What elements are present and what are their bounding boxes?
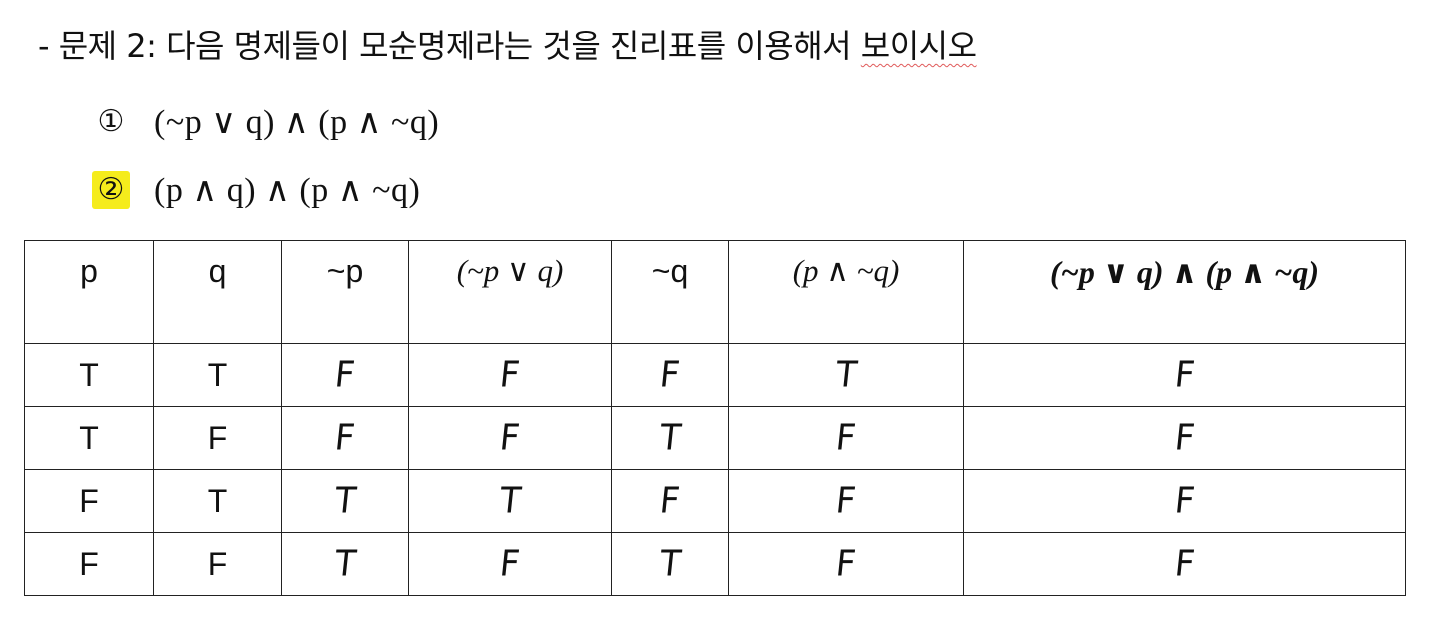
table-row: F T T T F F F (24, 469, 1406, 533)
handwritten-value: T (657, 417, 683, 459)
handwritten-value: T (657, 543, 683, 585)
handwritten-value: T (833, 354, 859, 396)
handwritten-cell: F (963, 469, 1406, 533)
handwritten-value: F (658, 480, 682, 522)
handwritten-value: F (1172, 354, 1197, 396)
table-cell: F (24, 469, 154, 533)
proposition-item-1: ① (~p ∨ q) ∧ (p ∧ ~q) (92, 100, 439, 144)
problem-title: - 문제 2: 다음 명제들이 모순명제라는 것을 진리표를 이용해서 보이시오 (38, 22, 977, 70)
handwritten-value: F (1172, 480, 1197, 522)
table-cell: F (153, 532, 282, 596)
handwritten-cell: F (408, 406, 612, 470)
handwritten-cell: F (611, 469, 729, 533)
header-not-p: ~p (281, 240, 409, 344)
handwritten-cell: F (281, 406, 409, 470)
handwritten-cell: F (611, 343, 729, 407)
handwritten-cell: F (728, 532, 964, 596)
handwritten-cell: F (408, 532, 612, 596)
handwritten-value: F (498, 417, 522, 459)
table-cell: T (153, 469, 282, 533)
item-formula-2: (p ∧ q) ∧ (p ∧ ~q) (154, 172, 421, 209)
proposition-item-2: ② (p ∧ q) ∧ (p ∧ ~q) (92, 168, 420, 212)
header-p-and-not-q: (p ∧ ~q) (728, 240, 964, 344)
handwritten-cell: F (963, 406, 1406, 470)
truth-table-header-row: p q ~p (~p ∨ q) ~q (p ∧ ~q) (~p ∨ q) ∧ (… (24, 240, 1406, 344)
header-p: p (24, 240, 154, 344)
problem-title-main: - 문제 2: 다음 명제들이 모순명제라는 것을 진리표를 이용해서 (38, 27, 861, 65)
item-number-1: ① (97, 104, 125, 139)
table-row: T F F F T F F (24, 406, 1406, 470)
item-number-2-highlighted: ② (92, 171, 130, 209)
handwritten-cell: T (281, 532, 409, 596)
header-not-p-or-q: (~p ∨ q) (408, 240, 612, 344)
handwritten-value: F (1172, 417, 1197, 459)
handwritten-value: T (497, 480, 523, 522)
handwritten-value: T (332, 480, 358, 522)
truth-table: p q ~p (~p ∨ q) ~q (p ∧ ~q) (~p ∨ q) ∧ (… (24, 240, 1406, 596)
handwritten-value: F (658, 354, 682, 396)
handwritten-cell: T (728, 343, 964, 407)
header-q: q (153, 240, 282, 344)
handwritten-cell: F (728, 469, 964, 533)
table-cell: T (24, 343, 154, 407)
handwritten-cell: F (728, 406, 964, 470)
handwritten-value: F (834, 543, 858, 585)
table-cell: F (24, 532, 154, 596)
handwritten-cell: T (408, 469, 612, 533)
table-cell: T (24, 406, 154, 470)
item-formula-1: (~p ∨ q) ∧ (p ∧ ~q) (154, 104, 440, 141)
table-cell: T (153, 343, 282, 407)
handwritten-value: F (498, 543, 522, 585)
header-result: (~p ∨ q) ∧ (p ∧ ~q) (963, 240, 1406, 344)
handwritten-cell: F (281, 343, 409, 407)
table-row: F F T F T F F (24, 532, 1406, 596)
handwritten-value: T (332, 543, 358, 585)
table-row: T T F F F T F (24, 343, 1406, 407)
handwritten-value: F (1172, 543, 1197, 585)
handwritten-value: F (498, 354, 522, 396)
handwritten-value: F (834, 417, 858, 459)
handwritten-cell: T (611, 532, 729, 596)
table-cell: F (153, 406, 282, 470)
handwritten-value: F (834, 480, 858, 522)
handwritten-cell: T (281, 469, 409, 533)
header-not-q: ~q (611, 240, 729, 344)
handwritten-cell: F (963, 343, 1406, 407)
handwritten-cell: F (408, 343, 612, 407)
problem-title-tail: 보이시오 (860, 27, 977, 65)
handwritten-cell: F (963, 532, 1406, 596)
handwritten-cell: T (611, 406, 729, 470)
handwritten-value: F (333, 417, 357, 459)
handwritten-value: F (333, 354, 357, 396)
